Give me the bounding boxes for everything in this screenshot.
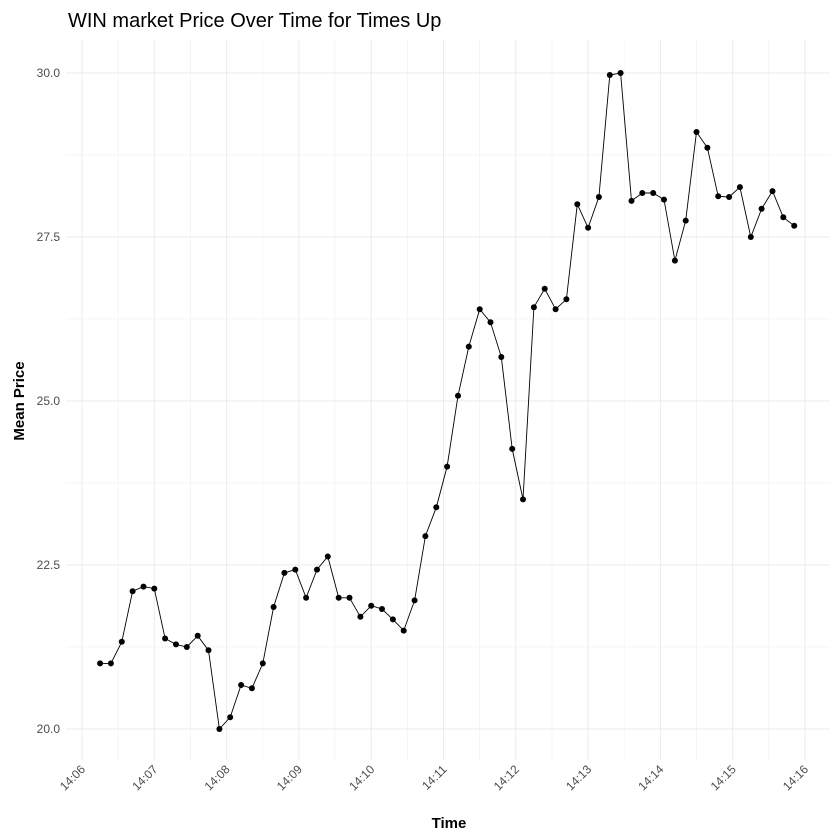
data-point xyxy=(791,222,798,229)
data-point xyxy=(129,588,136,595)
data-point xyxy=(227,714,234,721)
data-point xyxy=(476,306,483,313)
data-point xyxy=(639,190,646,196)
x-tick-label: 14:11 xyxy=(419,762,450,793)
data-point xyxy=(693,129,700,135)
data-point xyxy=(736,184,743,191)
data-point xyxy=(422,533,429,540)
data-point xyxy=(498,354,505,360)
data-point xyxy=(303,594,310,601)
data-point xyxy=(671,257,678,264)
data-point xyxy=(682,217,689,224)
data-point xyxy=(585,224,592,231)
data-point xyxy=(173,641,179,648)
data-point xyxy=(552,306,559,313)
y-tick-label: 20.0 xyxy=(37,722,61,736)
data-point xyxy=(574,201,581,208)
x-tick-label: 14:07 xyxy=(129,762,160,793)
data-point xyxy=(595,194,602,200)
data-point xyxy=(270,604,277,610)
data-point xyxy=(509,445,516,452)
data-point xyxy=(455,392,461,399)
data-point xyxy=(216,726,223,732)
y-tick-label: 22.5 xyxy=(37,558,61,572)
data-point xyxy=(248,685,255,692)
data-point xyxy=(205,647,212,654)
data-point xyxy=(97,660,104,667)
series-group xyxy=(97,70,798,732)
data-point xyxy=(726,194,733,200)
data-point xyxy=(465,343,472,350)
y-tick-label: 27.5 xyxy=(37,230,61,244)
gridlines xyxy=(66,40,830,760)
x-tick-label: 14:13 xyxy=(563,762,594,793)
data-point xyxy=(433,504,440,511)
x-tick-label: 14:06 xyxy=(57,762,88,793)
data-point xyxy=(281,569,288,576)
data-point xyxy=(400,627,407,634)
data-point xyxy=(118,638,125,645)
data-point xyxy=(617,70,624,76)
data-point xyxy=(520,496,526,503)
data-point xyxy=(606,72,613,78)
data-point xyxy=(194,632,201,639)
data-point xyxy=(238,682,245,688)
data-point xyxy=(661,196,667,203)
chart-title: WIN market Price Over Time for Times Up xyxy=(68,10,441,32)
data-point xyxy=(379,606,385,612)
x-tick-label: 14:16 xyxy=(780,762,811,793)
data-point xyxy=(563,296,570,303)
x-tick-label: 14:09 xyxy=(274,762,305,793)
data-point xyxy=(780,214,787,221)
data-point xyxy=(324,553,331,560)
x-axis-ticks: 14:06 14:07 14:08 14:09 14:10 14:11 14:12 14:13… xyxy=(57,762,811,793)
y-tick-label: 25.0 xyxy=(37,394,61,408)
data-point xyxy=(704,144,711,151)
data-point xyxy=(487,319,494,326)
data-point xyxy=(747,234,754,240)
x-tick-label: 14:14 xyxy=(635,762,666,793)
data-point xyxy=(650,190,657,196)
data-point xyxy=(715,193,722,200)
data-point xyxy=(314,566,320,573)
data-point xyxy=(530,304,537,311)
y-tick-label: 30.0 xyxy=(37,66,61,80)
x-axis-title: Time xyxy=(432,815,467,832)
data-point xyxy=(389,616,396,623)
data-point xyxy=(259,660,266,667)
data-point xyxy=(292,566,299,573)
data-point xyxy=(628,197,635,204)
data-point xyxy=(541,285,548,292)
data-point xyxy=(444,463,451,470)
data-point xyxy=(140,583,147,590)
data-point xyxy=(411,597,418,604)
data-point xyxy=(357,613,364,620)
data-point xyxy=(758,205,765,212)
data-point xyxy=(335,594,342,601)
data-point xyxy=(346,594,353,601)
data-point xyxy=(183,644,190,650)
x-tick-label: 14:08 xyxy=(202,762,233,793)
y-axis-ticks: 20.0 22.5 25.0 27.5 30.0 xyxy=(37,66,61,736)
data-point xyxy=(162,635,169,642)
data-point xyxy=(368,602,375,609)
data-point xyxy=(769,188,776,195)
x-tick-label: 14:12 xyxy=(491,762,522,793)
y-axis-title: Mean Price xyxy=(11,361,28,440)
data-point xyxy=(151,585,158,592)
x-tick-label: 14:15 xyxy=(708,762,739,793)
data-point xyxy=(107,660,114,667)
x-tick-label: 14:10 xyxy=(346,762,377,793)
